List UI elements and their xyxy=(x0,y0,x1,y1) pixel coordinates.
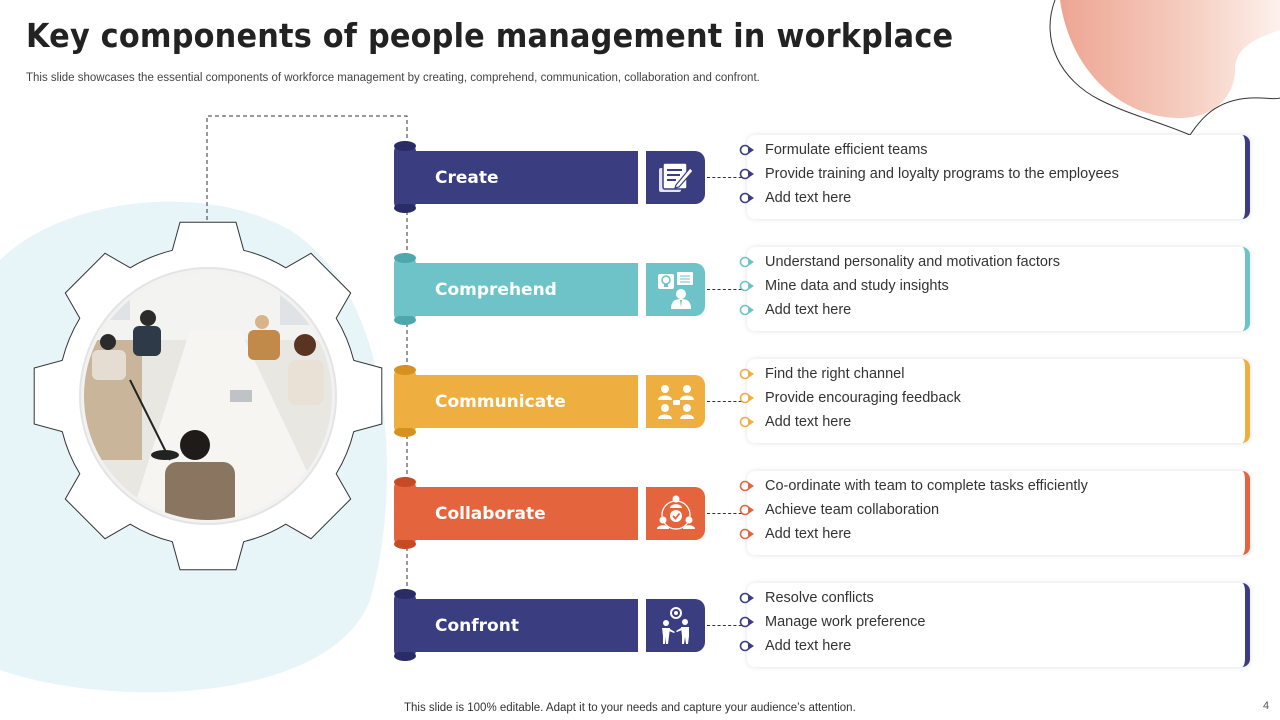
bullet-arrow-icon xyxy=(739,274,763,298)
component-label: Create xyxy=(400,151,638,204)
component-label: Comprehend xyxy=(400,263,638,316)
bullet-item: Add text here xyxy=(739,522,1245,546)
bullet-item: Understand personality and motivation fa… xyxy=(739,250,1245,274)
page-subtitle: This slide showcases the essential compo… xyxy=(26,72,760,84)
connector-dash xyxy=(707,401,747,402)
peach-blob xyxy=(1060,0,1280,118)
bullet-arrow-icon xyxy=(739,186,763,210)
bullet-item: Manage work preference xyxy=(739,610,1245,634)
bullet-item: Formulate efficient teams xyxy=(739,138,1245,162)
scroll-cap xyxy=(394,477,416,487)
scroll-cap xyxy=(394,315,416,325)
bullet-arrow-icon xyxy=(739,498,763,522)
bullet-arrow-icon xyxy=(739,610,763,634)
bullet-arrow-icon xyxy=(739,250,763,274)
bullet-item: Add text here xyxy=(739,410,1245,434)
bullet-item: Provide encouraging feedback xyxy=(739,386,1245,410)
group-chat-icon xyxy=(646,375,705,428)
bullet-item: Add text here xyxy=(739,634,1245,658)
bullet-card: Formulate efficient teams Provide traini… xyxy=(739,135,1250,219)
page-number: 4 xyxy=(1263,700,1270,712)
idea-person-icon xyxy=(646,263,705,316)
bullet-item: Mine data and study insights xyxy=(739,274,1245,298)
scroll-cap xyxy=(394,365,416,375)
connector-dash xyxy=(707,625,747,626)
bullet-arrow-icon xyxy=(739,386,763,410)
bullet-arrow-icon xyxy=(739,634,763,658)
scroll-cap xyxy=(394,651,416,661)
bullet-item: Add text here xyxy=(739,298,1245,322)
bullet-item: Resolve conflicts xyxy=(739,586,1245,610)
scroll-cap xyxy=(394,141,416,151)
connector-dash xyxy=(707,513,747,514)
bullet-item: Add text here xyxy=(739,186,1245,210)
bullet-item: Provide training and loyalty programs to… xyxy=(739,162,1245,186)
bullet-arrow-icon xyxy=(739,138,763,162)
scroll-cap xyxy=(394,539,416,549)
component-collaborate: Collaborate Co-ordinate with team to com… xyxy=(394,471,1274,557)
component-label: Confront xyxy=(400,599,638,652)
bullet-arrow-icon xyxy=(739,162,763,186)
bullet-item: Achieve team collaboration xyxy=(739,498,1245,522)
component-label: Collaborate xyxy=(400,487,638,540)
bullet-card: Co-ordinate with team to complete tasks … xyxy=(739,471,1250,555)
team-collaboration-icon xyxy=(646,487,705,540)
bullet-arrow-icon xyxy=(739,586,763,610)
bullet-arrow-icon xyxy=(739,362,763,386)
bullet-arrow-icon xyxy=(739,298,763,322)
connector-dash xyxy=(707,177,747,178)
bullet-card: Resolve conflicts Manage work preference… xyxy=(739,583,1250,667)
scroll-cap xyxy=(394,253,416,263)
scroll-cap xyxy=(394,589,416,599)
bullet-card: Understand personality and motivation fa… xyxy=(739,247,1250,331)
bullet-item: Co-ordinate with team to complete tasks … xyxy=(739,474,1245,498)
curve-line xyxy=(1049,0,1280,136)
connector-dash xyxy=(707,289,747,290)
bullet-arrow-icon xyxy=(739,410,763,434)
component-confront: Confront Resolve conflicts Manage work p… xyxy=(394,583,1274,669)
bullet-arrow-icon xyxy=(739,474,763,498)
footer-note: This slide is 100% editable. Adapt it to… xyxy=(404,702,856,714)
edit-document-icon xyxy=(646,151,705,204)
component-communicate: Communicate Find the right channel Provi… xyxy=(394,359,1274,445)
scroll-cap xyxy=(394,427,416,437)
conflict-icon xyxy=(646,599,705,652)
page-title: Key components of people management in w… xyxy=(26,16,954,55)
bullet-card: Find the right channel Provide encouragi… xyxy=(739,359,1250,443)
scroll-cap xyxy=(394,203,416,213)
component-create: Create Formulate efficient teams Provide… xyxy=(394,135,1274,221)
bullet-item: Find the right channel xyxy=(739,362,1245,386)
component-comprehend: Comprehend Understand personality and mo… xyxy=(394,247,1274,333)
bullet-arrow-icon xyxy=(739,522,763,546)
component-label: Communicate xyxy=(400,375,638,428)
